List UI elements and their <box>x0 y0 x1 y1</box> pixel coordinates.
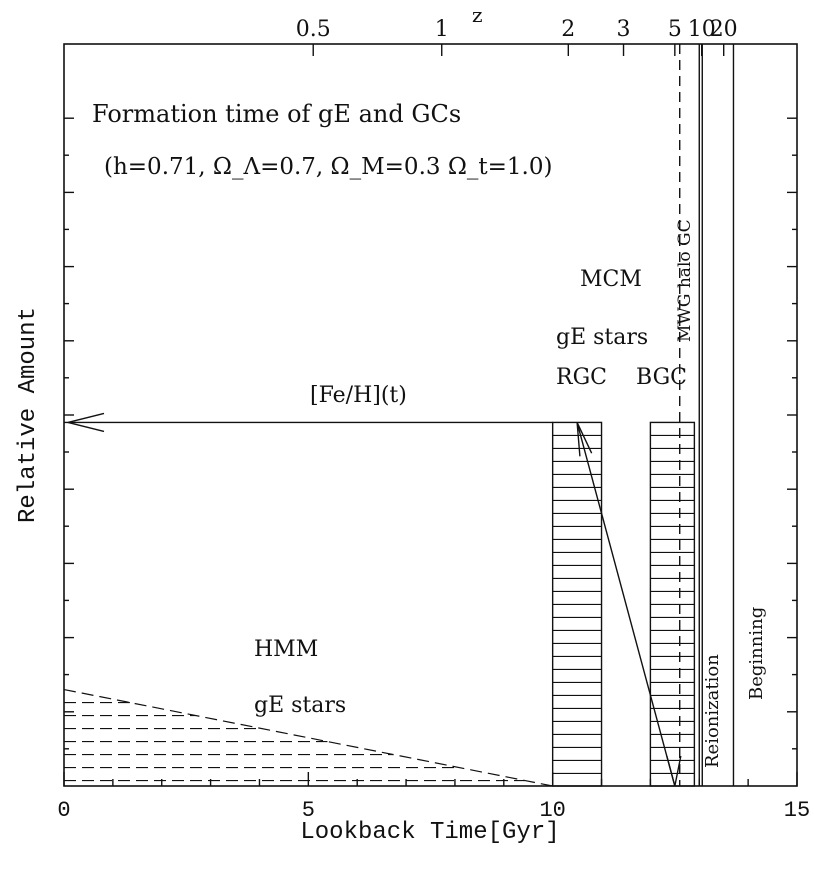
z-tick-label: 1 <box>435 17 449 42</box>
hmm-label: HMM <box>254 637 318 662</box>
x-tick-label: 15 <box>784 798 810 823</box>
diagonal-arrow-head <box>576 422 593 457</box>
feh-label: [Fe/H](t) <box>310 383 407 408</box>
x-axis-label: Lookback Time[Gyr] <box>300 819 559 846</box>
mcm-label: MCM <box>580 267 642 292</box>
feh-arrow-head <box>67 412 105 433</box>
diagonal-arrow-tail-head <box>666 755 682 787</box>
x-tick-label: 0 <box>57 798 70 823</box>
reionization-label: Reionization <box>702 654 723 768</box>
bgc-label: BGC <box>636 365 687 390</box>
diagonal-arrow-shaft <box>576 422 676 787</box>
x-tick-label: 10 <box>539 798 565 823</box>
line-layer <box>64 44 735 787</box>
z-tick-label: 0.5 <box>296 17 331 42</box>
z-tick-label: 3 <box>617 17 631 42</box>
z-tick-label: 10 <box>688 17 716 42</box>
mwg-halo-gc-label: MWG halo GC <box>675 219 695 342</box>
hatch-layer <box>63 421 696 787</box>
mcm-stars-label: gE stars <box>556 325 648 350</box>
hmm-stars-label: gE stars <box>254 693 346 718</box>
y-axis-label: Relative Amount <box>15 307 42 523</box>
z-tick-label: 2 <box>561 17 575 42</box>
z-tick-label: 20 <box>710 17 738 42</box>
beginning-label: Beginning <box>746 607 767 700</box>
rgc-label: RGC <box>556 365 607 390</box>
z-tick-label: 5 <box>668 17 682 42</box>
top-axis-label: z <box>472 3 483 27</box>
x-tick-label: 5 <box>302 798 315 823</box>
hmm-wedge-edge <box>63 688 553 787</box>
chart-title: Formation time of gE and GCs <box>92 100 461 128</box>
chart-subtitle: (h=0.71, Ω_Λ=0.7, Ω_M=0.3 Ω_t=1.0) <box>104 154 552 180</box>
